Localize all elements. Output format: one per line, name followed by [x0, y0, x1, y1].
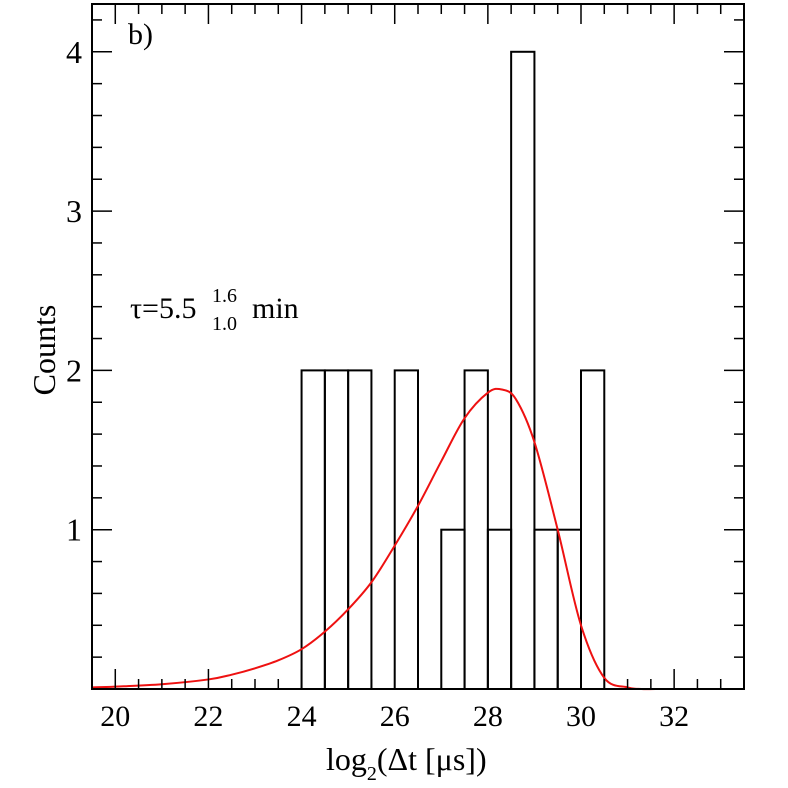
x-axis-label-quantity: (Δt [μs]) — [377, 741, 487, 777]
fit-curve — [91, 387, 675, 691]
x-axis-label-base: 2 — [367, 763, 377, 785]
x-tick-label: 32 — [659, 700, 689, 733]
tau-lower-error: 1.0 — [212, 313, 237, 335]
y-axis-label: Counts — [26, 305, 62, 396]
x-axis-label-log: log — [326, 741, 367, 777]
y-tick-label: 4 — [66, 34, 82, 70]
tau-upper-error: 1.6 — [212, 285, 237, 307]
x-axis-label: log2(Δt [μs]) — [326, 741, 487, 785]
x-tick-label: 20 — [100, 700, 130, 733]
tau-value: τ=5.5 — [130, 292, 196, 325]
y-tick-label: 3 — [66, 193, 82, 229]
panel-label: b) — [128, 18, 153, 51]
x-tick-label: 22 — [193, 700, 223, 733]
y-tick-label: 2 — [66, 352, 82, 388]
x-tick-label: 26 — [380, 700, 410, 733]
y-tick-label: 1 — [66, 512, 82, 548]
tau-unit: min — [252, 292, 299, 325]
y-axis-ticks: 1 2 3 4 — [66, 19, 744, 658]
x-tick-label: 24 — [287, 700, 317, 733]
x-tick-label: 28 — [473, 700, 503, 733]
x-axis-ticks: 20 22 24 26 28 30 32 — [91, 4, 745, 733]
tau-annotation: τ=5.5 — [130, 292, 196, 325]
x-tick-label: 30 — [566, 700, 596, 733]
plot-frame — [91, 3, 745, 690]
